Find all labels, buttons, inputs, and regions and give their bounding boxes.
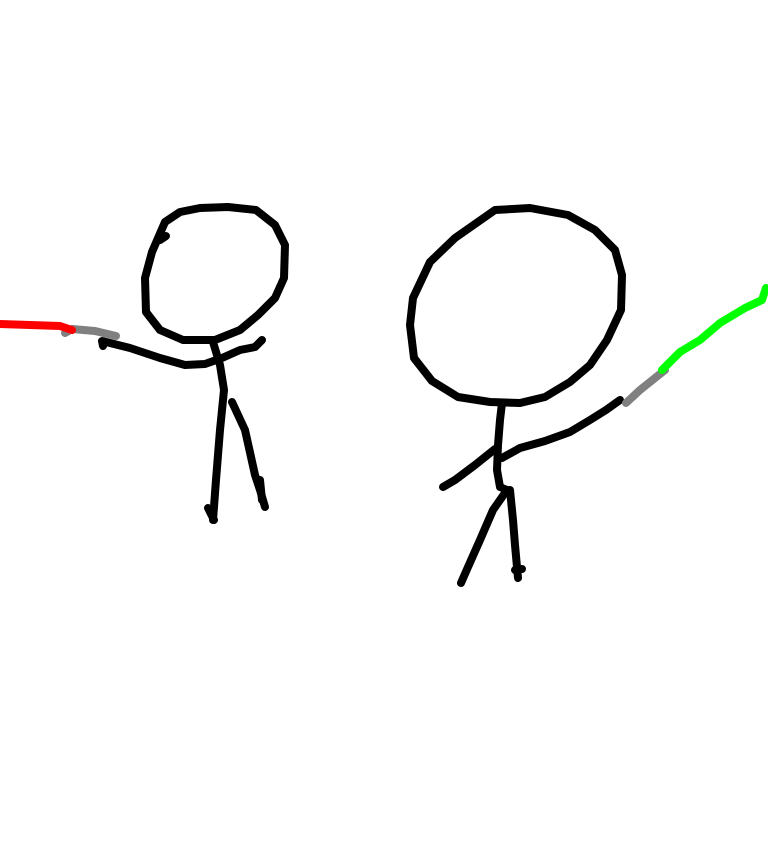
right-figure [406, 204, 768, 587]
left-figure [0, 203, 289, 524]
leg [506, 486, 522, 582]
arm [439, 445, 499, 491]
foot [204, 504, 218, 524]
saber-hilt [622, 366, 669, 407]
body [493, 399, 511, 494]
head [406, 204, 626, 407]
saber-blade [658, 284, 768, 374]
arm [98, 336, 266, 369]
saber-blade [0, 320, 76, 334]
leg [457, 486, 511, 587]
foot [511, 565, 526, 574]
foot [256, 476, 266, 504]
head-mark [156, 232, 170, 244]
head [141, 203, 289, 344]
arm [498, 396, 624, 462]
